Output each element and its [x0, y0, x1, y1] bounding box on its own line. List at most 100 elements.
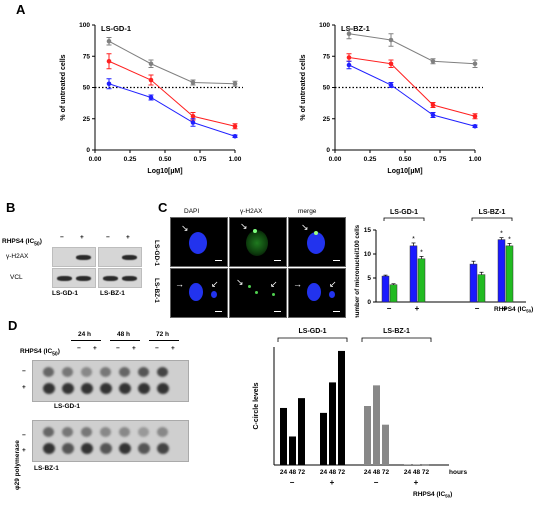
micro-row-label-ls-bz-1: LS-BZ-1 [153, 278, 160, 303]
blot-line-label-ls-bz-1: LS-BZ-1 [100, 290, 125, 297]
x-tick-label: 0.00 [89, 156, 102, 163]
x-tick-label: 0.00 [329, 156, 342, 163]
y-tick-label: 0 [86, 147, 90, 154]
treatment-sign: + [414, 478, 419, 487]
dose-response-chart-ls-bz-1: LS-BZ-1 0 25 50 75 100 0.00 0.25 0.50 0.75 1.00 Log… [300, 22, 483, 175]
data-point [190, 80, 196, 85]
y-tick-label: 10 [364, 251, 372, 258]
bar [289, 436, 296, 465]
dot-blot-ls-gd-1 [32, 360, 189, 402]
dot-treatment-label: RHPS4 (IC50) [20, 348, 60, 358]
blot-sign-3: − [106, 234, 110, 241]
data-point [472, 61, 478, 67]
x-tick-label: 48 [329, 469, 337, 476]
series-line [348, 57, 476, 117]
significance-marker: * [420, 249, 423, 256]
dot-side-sign-3: − [22, 432, 26, 439]
bar [373, 385, 380, 465]
panel-letter-a: A [16, 2, 26, 17]
blot-line-label-ls-gd-1: LS-GD-1 [52, 290, 78, 297]
data-point [148, 61, 154, 67]
blot-h2ax-ls-gd-1 [52, 247, 96, 267]
treatment-sign: − [387, 304, 392, 313]
micro-row-label-ls-gd-1: LS-GD-1 [153, 240, 160, 266]
arrow-icon: ↙ [329, 279, 337, 289]
micro-h2ax-ls-gd-1: ↘ [229, 217, 287, 267]
group-label: LS-GD-1 [390, 209, 418, 216]
data-point [106, 38, 112, 44]
x-tick-label: 72 [382, 469, 390, 476]
data-point [232, 133, 238, 139]
dot-time-24h: 24 h [78, 331, 92, 338]
bar [381, 275, 390, 303]
dot-sign-5: − [155, 345, 159, 352]
micro-dapi-ls-bz-1: → ↙ [170, 268, 228, 318]
y-axis-label: number of micronuclei/100 cells [354, 224, 361, 318]
y-tick-label: 15 [364, 227, 372, 234]
x-tick-label: 1.00 [229, 156, 242, 163]
dot-time-48h: 48 h [117, 331, 131, 338]
bar [280, 407, 287, 465]
x-axis-label: RHPS4 (IC50) [413, 491, 452, 499]
dot-time-72h: 72 h [156, 331, 170, 338]
significance-marker: * [412, 236, 415, 243]
panel-letter-d: D [8, 318, 18, 333]
y-tick-label: 25 [83, 116, 91, 123]
dot-sign-6: + [171, 345, 175, 352]
series-line [348, 64, 476, 127]
data-point [190, 120, 196, 125]
x-tick-label: 0.25 [364, 156, 377, 163]
y-tick-label: 75 [83, 53, 91, 60]
blot-vcl-ls-bz-1 [98, 268, 142, 288]
dot-side-sign-1: − [22, 368, 26, 375]
arrow-icon: ↙ [211, 279, 219, 289]
y-tick-label: 75 [323, 53, 331, 60]
data-point [388, 61, 394, 67]
x-tick-label: 48 [289, 469, 297, 476]
dot-side-sign-4: + [22, 447, 26, 454]
x-tick-label: 72 [338, 469, 346, 476]
blot-treatment-label: RHPS4 (IC50) [2, 238, 42, 248]
bar [409, 245, 418, 303]
blot-sign-4: + [126, 234, 130, 241]
data-point [472, 123, 478, 129]
bar [298, 398, 305, 465]
data-point [106, 81, 112, 87]
treatment-sign: + [415, 304, 420, 313]
series-line [108, 83, 236, 137]
series-line [108, 40, 236, 85]
data-point [346, 31, 352, 37]
micro-merge-ls-gd-1: ↘ [288, 217, 346, 267]
arrow-icon: ↘ [236, 277, 244, 287]
treatment-sign: − [290, 478, 295, 487]
blot-h2ax-ls-bz-1 [98, 247, 142, 267]
arrow-icon: ↘ [301, 222, 309, 232]
group-bracket [471, 217, 513, 221]
data-point [430, 112, 436, 118]
data-point [232, 123, 238, 129]
data-point [430, 102, 436, 108]
data-point [232, 81, 238, 87]
data-point [148, 77, 154, 83]
chart-title: LS-BZ-1 [341, 24, 370, 33]
data-point [388, 37, 394, 43]
micro-merge-ls-bz-1: → ↙ [288, 268, 346, 318]
y-tick-label: 100 [79, 22, 90, 29]
x-tick-label: 0.50 [399, 156, 412, 163]
micro-col-label-dapi: DAPI [184, 208, 200, 215]
blot-row-label-h2ax: γ-H2AX [6, 253, 29, 260]
data-point [430, 58, 436, 64]
dot-side-sign-2: + [22, 384, 26, 391]
dot-line-label-ls-bz-1: LS-BZ-1 [34, 465, 59, 472]
bar [389, 284, 398, 303]
group-label: LS-BZ-1 [479, 209, 506, 216]
bar [505, 245, 514, 303]
x-tick-label: 24 [320, 469, 328, 476]
x-tick-label: 72 [298, 469, 306, 476]
data-point [106, 58, 112, 64]
data-point [388, 82, 394, 88]
x-unit-label: hours [449, 469, 467, 476]
y-axis-label: C-circle levels [253, 382, 260, 429]
arrow-icon: → [175, 279, 184, 289]
